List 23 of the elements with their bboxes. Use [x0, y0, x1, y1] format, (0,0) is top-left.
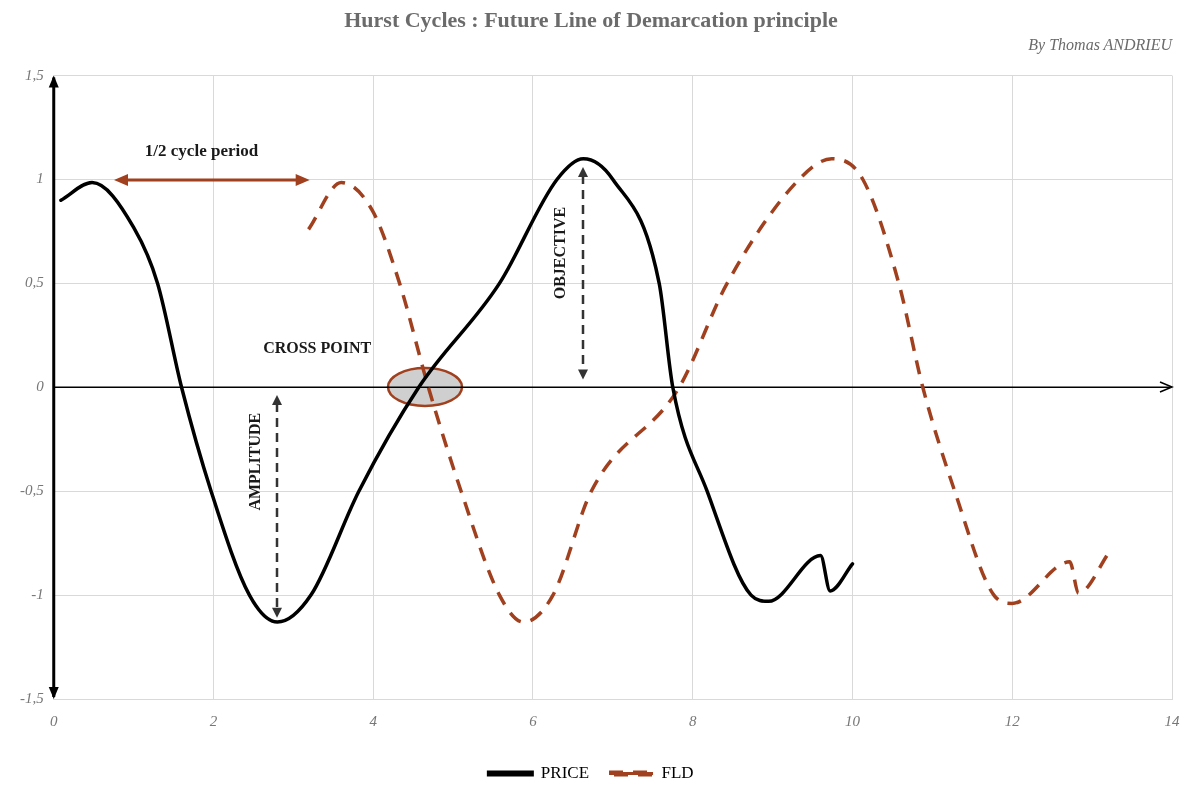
chart-subtitle: By Thomas ANDRIEU — [1028, 36, 1174, 55]
legend-label: FLD — [661, 762, 694, 782]
y-tick-label: 0,5 — [25, 274, 45, 291]
x-tick-label: 12 — [1004, 712, 1021, 729]
y-tick-label: 1 — [36, 170, 44, 187]
legend-label: PRICE — [540, 762, 590, 782]
y-tick-label: -0,5 — [20, 482, 45, 499]
y-tick-label: 1,5 — [25, 66, 45, 83]
x-tick-label: 10 — [845, 712, 861, 729]
annotation: AMPLITUDE — [245, 412, 263, 511]
x-tick-label: 8 — [689, 712, 697, 729]
x-tick-label: 2 — [209, 712, 218, 729]
x-tick-label: 14 — [1164, 712, 1180, 729]
x-tick-label: 6 — [529, 712, 538, 729]
annotation: CROSS POINT — [263, 339, 372, 357]
x-tick-label: 0 — [50, 712, 58, 729]
x-tick-label: 4 — [369, 712, 378, 729]
annotation: 1/2 cycle period — [144, 140, 259, 160]
y-tick-label: -1 — [31, 586, 44, 603]
y-tick-label: -1,5 — [20, 689, 45, 706]
annotation: OBJECTIVE — [551, 206, 569, 300]
chart-title: Hurst Cycles : Future Line of Demarcation principle — [344, 6, 838, 32]
y-tick-label: 0 — [36, 378, 45, 395]
